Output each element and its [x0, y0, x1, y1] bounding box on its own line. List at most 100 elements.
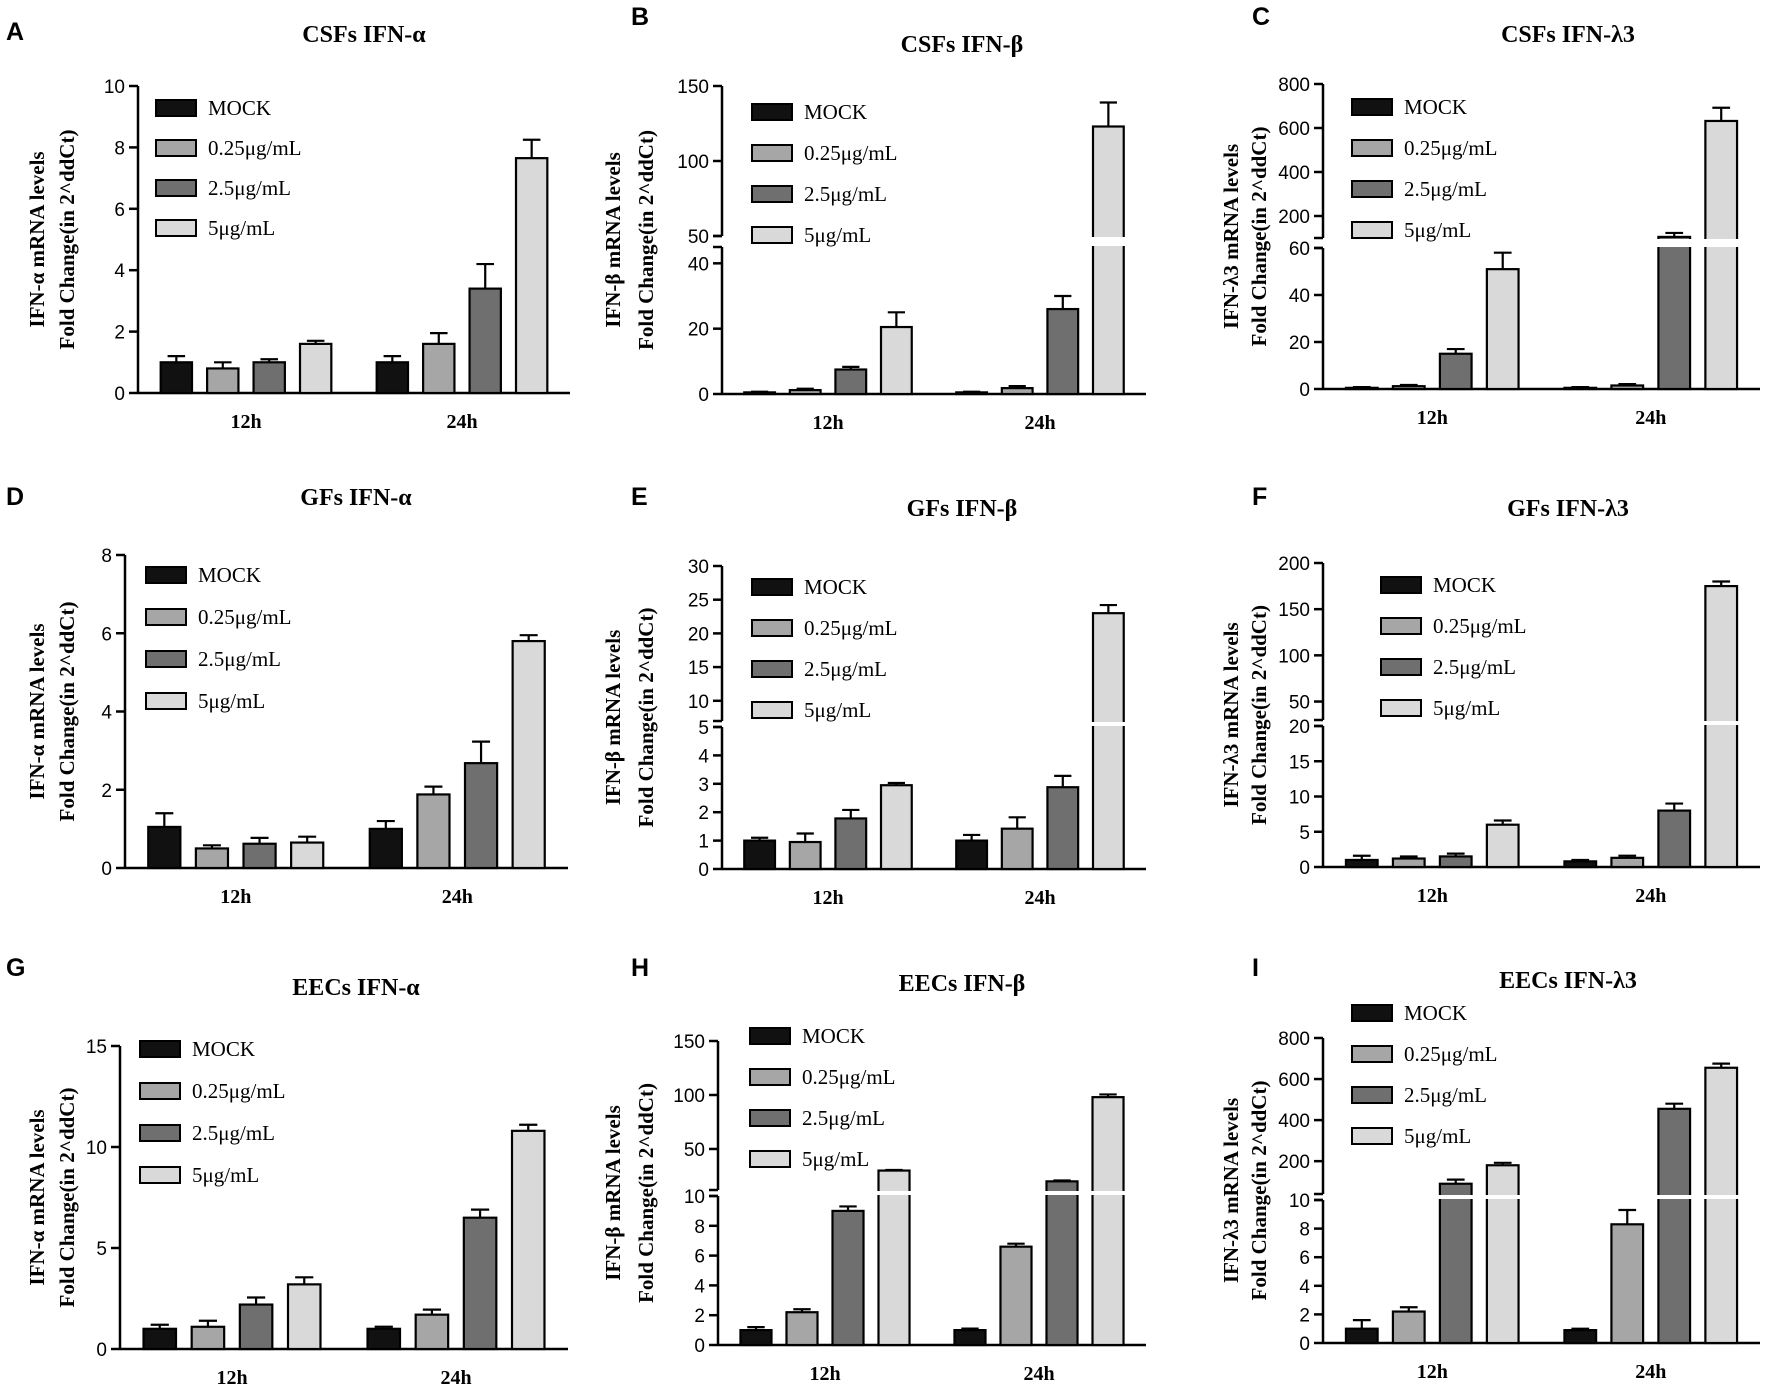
x-tick-label: 12h — [809, 1363, 840, 1385]
bar-1-2 — [463, 762, 499, 870]
y-tick-label: 0 — [96, 1340, 107, 1361]
y-tick-label: 10 — [688, 692, 709, 713]
panel-label: D — [6, 483, 24, 511]
bar-0-3 — [290, 841, 325, 870]
legend-swatch — [139, 1124, 181, 1142]
y-axis-label-line2: Fold Change(in 2^ddCt) — [634, 608, 658, 828]
x-tick-label: 24h — [1023, 1363, 1054, 1385]
y-tick-label: 4 — [694, 1276, 705, 1297]
y-tick-label: 10 — [104, 77, 125, 98]
y-tick-label: 6 — [114, 200, 125, 221]
legend-label: 0.25μg/mL — [1404, 1042, 1498, 1066]
y-axis-label-line2: Fold Change(in 2^ddCt) — [55, 130, 79, 350]
bar-0-0 — [1344, 858, 1379, 869]
y-axis-label-line1: IFN-λ3 mRNA levels — [1219, 144, 1243, 329]
panel-h: H EECs IFN-β IFN-β mRNA levels Fold Change(… — [601, 954, 1146, 1385]
y-axis-label-line1: IFN-β mRNA levels — [601, 630, 625, 806]
bar-break-gap — [740, 237, 916, 246]
bar-0-0 — [743, 839, 777, 871]
legend-label: MOCK — [192, 1037, 255, 1061]
bar-0-3 — [1485, 1164, 1520, 1345]
bar-1-0 — [953, 1328, 987, 1347]
y-tick-label: 40 — [688, 254, 709, 275]
bar-0-3 — [877, 1169, 911, 1347]
y-tick-label: 25 — [688, 591, 709, 612]
bar-break-gap — [1560, 239, 1742, 247]
bar-0-1 — [206, 367, 240, 395]
legend-swatch — [749, 1109, 791, 1127]
y-tick-label: 4 — [698, 746, 709, 767]
y-tick-label: 8 — [694, 1217, 705, 1238]
y-tick-label: 20 — [1289, 717, 1310, 738]
bar-1-1 — [1610, 856, 1645, 869]
bar-break-gap — [950, 1191, 1128, 1195]
y-axis-label-line2: Fold Change(in 2^ddCt) — [1247, 1081, 1271, 1301]
bar-1-1 — [999, 1245, 1033, 1347]
y-axis-label-line1: IFN-β mRNA levels — [601, 1105, 625, 1281]
bar-0-2 — [252, 361, 286, 395]
y-axis-label-line2: Fold Change(in 2^ddCt) — [55, 1088, 79, 1308]
legend-swatch — [751, 226, 793, 244]
bar-break-gap — [1341, 1195, 1523, 1199]
legend-swatch — [1380, 576, 1422, 594]
legend-swatch — [1351, 221, 1393, 239]
y-tick-label: 10 — [86, 1138, 107, 1159]
legend-label: 2.5μg/mL — [804, 657, 887, 681]
bar-1-2 — [1046, 307, 1080, 396]
bar-break-gap — [740, 722, 916, 726]
chart-title: EECs IFN-β — [899, 971, 1026, 997]
legend-swatch — [145, 608, 187, 626]
bar-1-0 — [1563, 1329, 1598, 1345]
y-tick-label: 600 — [1278, 119, 1310, 140]
y-tick-label: 50 — [688, 227, 709, 248]
legend-label: MOCK — [1404, 1001, 1467, 1025]
y-tick-label: 30 — [688, 557, 709, 578]
y-tick-label: 0 — [1299, 1334, 1310, 1355]
y-tick-label: 0 — [698, 385, 709, 406]
y-axis-label-line2: Fold Change(in 2^ddCt) — [634, 1083, 658, 1303]
bar-1-0 — [366, 1327, 402, 1351]
y-axis-label-line1: IFN-α mRNA levels — [25, 1109, 49, 1285]
x-tick-label: 12h — [216, 1367, 247, 1385]
bar-1-3 — [1091, 125, 1125, 396]
legend-swatch — [139, 1166, 181, 1184]
legend-swatch — [155, 179, 197, 197]
chart-title: EECs IFN-α — [292, 975, 420, 1001]
y-tick-label: 150 — [673, 1032, 705, 1053]
y-tick-label: 10 — [684, 1187, 705, 1208]
legend-label: 2.5μg/mL — [802, 1106, 885, 1130]
bar-0-3 — [1485, 268, 1520, 391]
panel-label: A — [6, 18, 24, 46]
bar-0-2 — [834, 368, 868, 396]
panel-label: I — [1252, 954, 1259, 982]
y-tick-label: 10 — [1289, 1191, 1310, 1212]
y-tick-label: 0 — [101, 859, 112, 880]
y-tick-label: 100 — [1278, 646, 1310, 667]
y-tick-label: 2 — [114, 323, 125, 344]
y-tick-label: 2 — [101, 781, 112, 802]
bar-1-0 — [375, 361, 410, 395]
y-tick-label: 6 — [694, 1247, 705, 1268]
legend-swatch — [155, 219, 197, 237]
bar-0-0 — [1344, 1327, 1379, 1345]
legend-label: 5μg/mL — [192, 1163, 259, 1187]
legend-label: 2.5μg/mL — [804, 182, 887, 206]
bar-break-gap — [952, 722, 1128, 726]
legend-swatch — [1351, 98, 1393, 116]
bar-1-3 — [1091, 1096, 1125, 1347]
bar-break-gap — [1560, 1195, 1742, 1199]
bar-1-1 — [1000, 387, 1034, 396]
panel-d: D GFs IFN-α IFN-α mRNA levels Fold Change(i… — [6, 483, 568, 908]
legend-swatch — [1351, 180, 1393, 198]
y-axis-label-line2: Fold Change(in 2^ddCt) — [634, 130, 658, 350]
bar-0-3 — [879, 325, 913, 396]
x-tick-label: 24h — [1024, 887, 1055, 909]
legend-swatch — [1351, 1086, 1393, 1104]
y-tick-label: 400 — [1278, 163, 1310, 184]
y-tick-label: 8 — [101, 546, 112, 567]
bar-1-1 — [1610, 384, 1645, 391]
bar-break-gap — [952, 237, 1128, 246]
bar-0-2 — [834, 817, 868, 871]
y-tick-label: 15 — [688, 658, 709, 679]
y-tick-label: 15 — [86, 1037, 107, 1058]
